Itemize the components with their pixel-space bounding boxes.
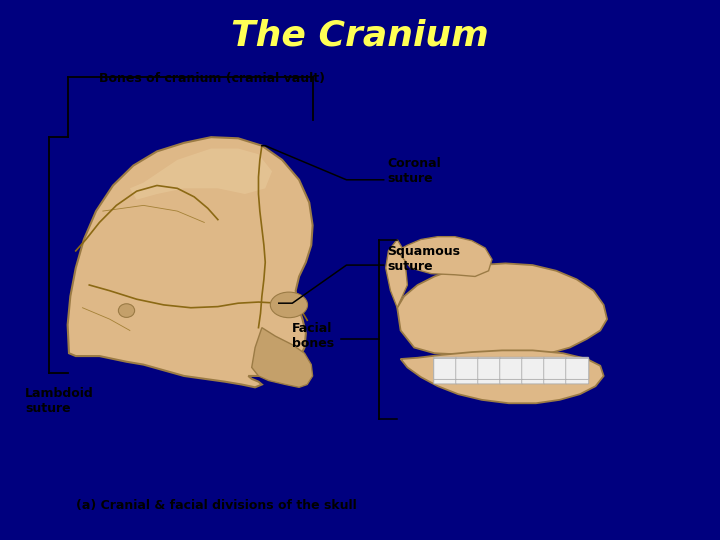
Text: The Cranium: The Cranium — [231, 19, 489, 53]
FancyBboxPatch shape — [478, 359, 501, 380]
FancyBboxPatch shape — [500, 357, 523, 384]
FancyBboxPatch shape — [433, 357, 456, 384]
FancyBboxPatch shape — [478, 357, 501, 384]
FancyBboxPatch shape — [456, 359, 479, 380]
Text: Facial
bones: Facial bones — [292, 322, 335, 350]
FancyBboxPatch shape — [566, 357, 589, 384]
Polygon shape — [400, 350, 603, 403]
Polygon shape — [386, 240, 408, 308]
FancyBboxPatch shape — [544, 357, 567, 384]
FancyBboxPatch shape — [433, 359, 456, 380]
Polygon shape — [252, 328, 312, 387]
Polygon shape — [130, 148, 272, 200]
Polygon shape — [397, 264, 607, 358]
Polygon shape — [397, 237, 492, 276]
Polygon shape — [68, 137, 312, 387]
Text: Coronal
suture: Coronal suture — [387, 157, 441, 185]
Ellipse shape — [270, 292, 307, 318]
FancyBboxPatch shape — [456, 357, 479, 384]
FancyBboxPatch shape — [500, 359, 523, 380]
Circle shape — [118, 304, 135, 318]
Text: Bones of cranium (cranial vault): Bones of cranium (cranial vault) — [99, 72, 325, 85]
FancyBboxPatch shape — [566, 359, 589, 380]
Text: (a) Cranial & facial divisions of the skull: (a) Cranial & facial divisions of the sk… — [76, 500, 356, 512]
Text: Lambdoid
suture: Lambdoid suture — [25, 387, 94, 415]
FancyBboxPatch shape — [522, 359, 545, 380]
Text: Squamous
suture: Squamous suture — [387, 245, 460, 273]
FancyBboxPatch shape — [522, 357, 545, 384]
FancyBboxPatch shape — [544, 359, 567, 380]
